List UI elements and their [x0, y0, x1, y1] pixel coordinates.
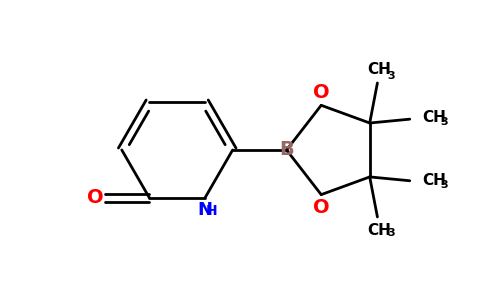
Text: N: N [197, 201, 212, 219]
Text: O: O [87, 188, 103, 208]
Text: CH: CH [367, 223, 391, 238]
Text: O: O [313, 198, 330, 217]
Text: CH: CH [422, 110, 446, 125]
Text: CH: CH [367, 62, 391, 77]
Text: CH: CH [422, 173, 446, 188]
Text: 3: 3 [440, 117, 448, 127]
Text: O: O [313, 83, 330, 102]
Text: H: H [206, 204, 218, 218]
Text: 3: 3 [388, 228, 395, 238]
Text: 3: 3 [388, 71, 395, 81]
Text: 3: 3 [440, 180, 448, 190]
Text: B: B [279, 140, 294, 160]
